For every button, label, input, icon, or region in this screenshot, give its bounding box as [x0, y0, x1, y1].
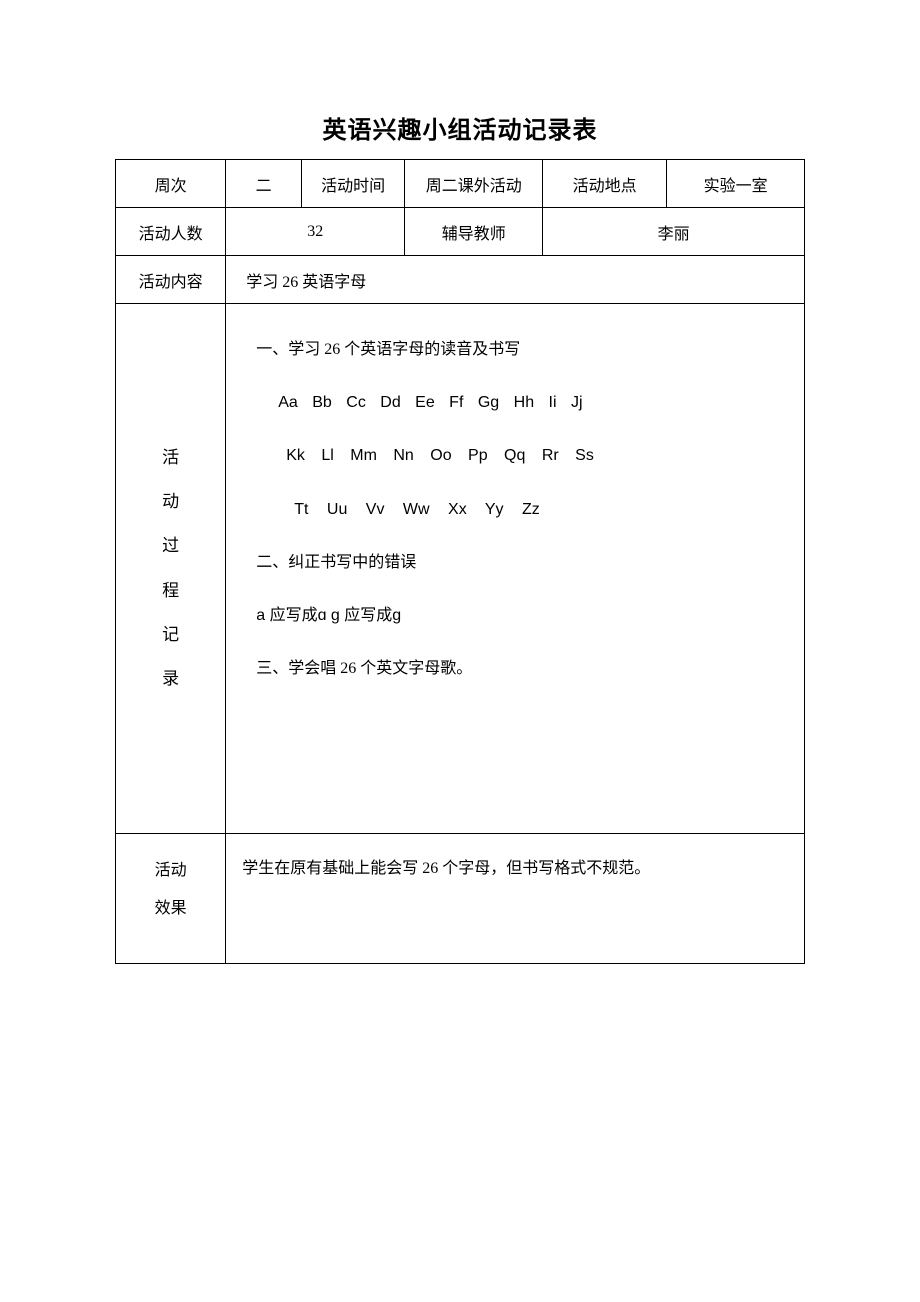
cell-headcount-label: 活动人数: [116, 208, 226, 256]
section-3-title: 三、学会唱 26 个英文字母歌。: [256, 651, 784, 686]
table-row: 活动人数 32 辅导教师 李丽: [116, 208, 805, 256]
cell-location-label: 活动地点: [543, 160, 667, 208]
label-char: 活: [116, 436, 225, 480]
cell-week-label: 周次: [116, 160, 226, 208]
alphabet-line-1: Aa Bb Cc Dd Ee Ff Gg Hh Ii Jj: [278, 385, 784, 420]
table-row: 活 动 过 程 记 录 一、学习 26 个英语字母的读音及书写 Aa Bb Cc…: [116, 304, 805, 834]
label-char: 录: [116, 657, 225, 701]
label-char: 程: [116, 569, 225, 613]
alphabet-line-2: Kk Ll Mm Nn Oo Pp Qq Rr Ss: [286, 438, 784, 473]
cell-teacher-label: 辅导教师: [405, 208, 543, 256]
cell-headcount-value: 32: [226, 208, 405, 256]
label-line: 效果: [120, 890, 221, 928]
label-char: 过: [116, 524, 225, 568]
cell-content-value: 学习 26 英语字母: [226, 256, 805, 304]
label-line: 活动: [120, 852, 221, 890]
cell-time-label: 活动时间: [302, 160, 405, 208]
section-1-title: 一、学习 26 个英语字母的读音及书写: [256, 332, 784, 367]
table-row: 活动内容 学习 26 英语字母: [116, 256, 805, 304]
cell-location-value: 实验一室: [667, 160, 805, 208]
section-2-title: 二、纠正书写中的错误: [256, 545, 784, 580]
cell-process-label: 活 动 过 程 记 录: [116, 304, 226, 834]
activity-record-table: 周次 二 活动时间 周二课外活动 活动地点 实验一室 活动人数 32 辅导教师 …: [115, 159, 805, 964]
cell-week-value: 二: [226, 160, 302, 208]
table-row: 周次 二 活动时间 周二课外活动 活动地点 实验一室: [116, 160, 805, 208]
correction-text: a 应写成ɑ g 应写成ɡ: [256, 598, 784, 633]
table-row: 活动 效果 学生在原有基础上能会写 26 个字母，但书写格式不规范。: [116, 834, 805, 964]
cell-result-label: 活动 效果: [116, 834, 226, 964]
cell-result-content: 学生在原有基础上能会写 26 个字母，但书写格式不规范。: [226, 834, 805, 964]
page-title: 英语兴趣小组活动记录表: [115, 110, 805, 145]
cell-teacher-value: 李丽: [543, 208, 805, 256]
label-char: 动: [116, 480, 225, 524]
alphabet-line-3: Tt Uu Vv Ww Xx Yy Zz: [294, 492, 784, 527]
cell-time-value: 周二课外活动: [405, 160, 543, 208]
label-char: 记: [116, 613, 225, 657]
cell-process-content: 一、学习 26 个英语字母的读音及书写 Aa Bb Cc Dd Ee Ff Gg…: [226, 304, 805, 834]
cell-content-label: 活动内容: [116, 256, 226, 304]
